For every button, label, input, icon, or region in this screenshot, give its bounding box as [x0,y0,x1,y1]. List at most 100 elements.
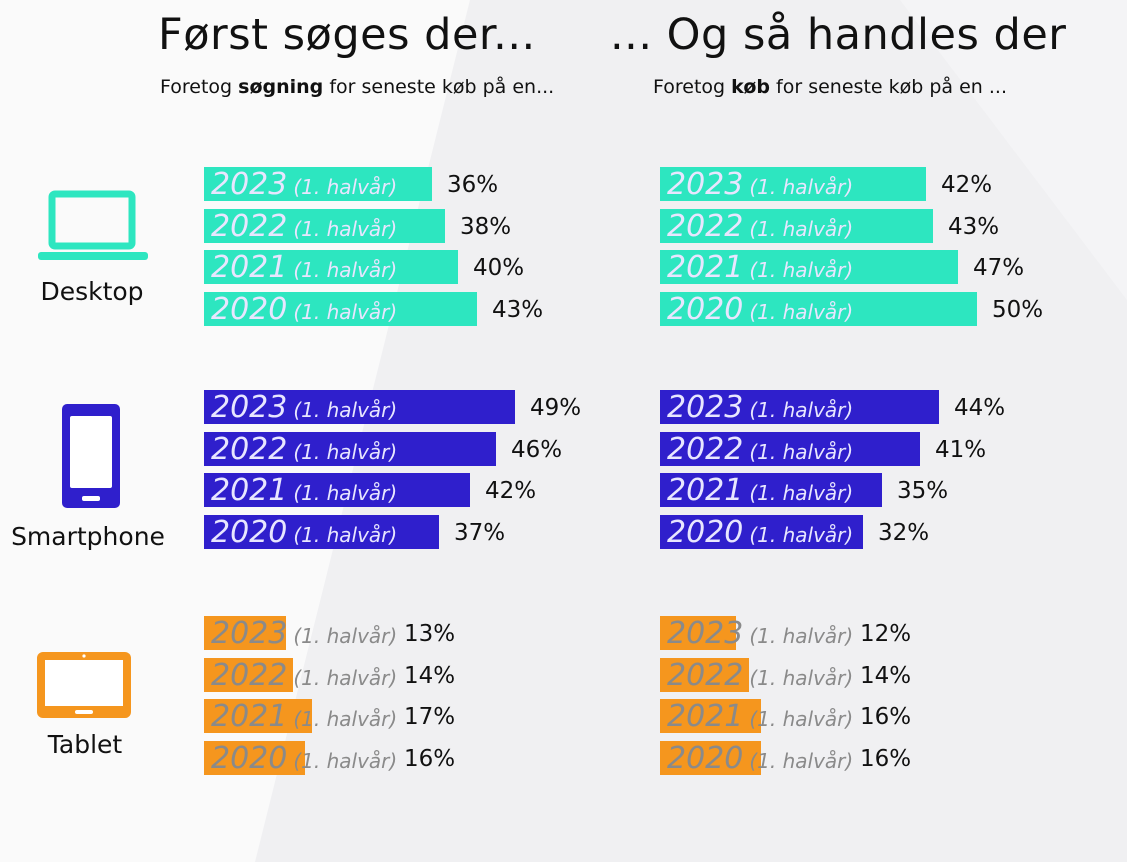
left-desktop-2023-bar [204,167,432,201]
left-smartphone-2022-period-label: (1. halvår) [293,440,398,464]
smartphone-icon [62,404,120,508]
left-smartphone-2023-value-label: 49% [530,395,582,421]
right-smartphone-2022-period-label: (1. halvår) [749,440,854,464]
right-tablet-2021-value-label: 16% [860,704,912,730]
right-smartphone-2020-value-label: 32% [878,520,930,546]
right-desktop-2021-year-label: 2021 [667,250,744,285]
right-tablet-2023-year-label: 2023 [667,616,744,651]
right-desktop-2022-period-label: (1. halvår) [749,217,854,241]
tablet-icon [37,652,131,718]
left-tablet-2023-year-label: 2023 [211,616,288,651]
left-tablet-2020-category-label: 2020 (1. halvår) [211,741,397,776]
left-tablet-2022-period-label: (1. halvår) [293,666,398,690]
left-desktop-2023-period-label: (1. halvår) [293,175,398,199]
left-tablet-2022-category-label: 2022 (1. halvår) [211,658,398,693]
right-tablet-2021-bar [660,699,761,733]
right-desktop-2021-period-label: (1. halvår) [749,258,854,282]
left-desktop-2020-value-label: 43% [492,297,544,323]
left-tablet-2021-bar [204,699,312,733]
right-desktop-2022-bar [660,209,933,243]
right-smartphone-2021-bar [660,473,882,507]
right-desktop-2021-bar [660,250,958,284]
right-desktop-2023-period-label: (1. halvår) [749,175,854,199]
left-desktop-2023-year-label: 2023 [211,167,288,202]
right-smartphone-2023-value-label: 44% [954,395,1006,421]
right-smartphone-2021-category-label: 2021 (1. halvår) [667,473,854,508]
right-tablet-2023-bar [660,616,736,650]
left-tablet-2020-year-label: 2020 [211,741,288,776]
left-smartphone-2020-period-label: (1. halvår) [293,523,398,547]
right-smartphone-2023-bar [660,390,939,424]
left-tablet-2020-bar [204,741,305,775]
right-desktop-2021-category-label: 2021 (1. halvår) [667,250,854,285]
device-label-desktop: Desktop [40,277,144,306]
device-label-tablet: Tablet [47,730,123,759]
left-smartphone-2020-bar [204,515,439,549]
left-tablet-2022-bar [204,658,293,692]
left-subtitle-suffix: for seneste køb på en... [323,76,555,98]
right-smartphone-2021-value-label: 35% [897,478,949,504]
right-tablet-2021-period-label: (1. halvår) [749,707,854,731]
right-desktop-2023-bar [660,167,926,201]
left-title: Først søges der... [158,10,536,60]
right-desktop-2022-year-label: 2022 [667,209,744,244]
right-smartphone-2020-year-label: 2020 [667,515,744,550]
right-desktop-2023-value-label: 42% [941,172,993,198]
right-desktop-2020-year-label: 2020 [667,292,744,327]
right-tablet-2020-bar [660,741,761,775]
left-smartphone-2023-category-label: 2023 (1. halvår) [211,390,397,425]
right-tablet-2021-category-label: 2021 (1. halvår) [667,699,854,734]
right-tablet-2022-category-label: 2022 (1. halvår) [667,658,854,693]
left-desktop-2020-year-label: 2020 [211,292,288,327]
right-tablet-2020-category-label: 2020 (1. halvår) [667,741,853,776]
right-tablet-2022-year-label: 2022 [667,658,744,693]
left-tablet-2021-period-label: (1. halvår) [293,707,398,731]
left-desktop-2021-period-label: (1. halvår) [293,258,398,282]
right-desktop-2022-value-label: 43% [948,214,1000,240]
right-desktop-2020-value-label: 50% [992,297,1044,323]
left-smartphone-2022-value-label: 46% [511,437,563,463]
left-desktop-2021-category-label: 2021 (1. halvår) [211,250,398,285]
right-desktop-2021-value-label: 47% [973,255,1025,281]
right-tablet-2022-period-label: (1. halvår) [749,666,854,690]
right-smartphone-2020-category-label: 2020 (1. halvår) [667,515,853,550]
left-smartphone-2023-bar [204,390,515,424]
left-smartphone-2022-year-label: 2022 [211,432,288,467]
right-smartphone-2022-bar [660,432,920,466]
right-subtitle-suffix: for seneste køb på en ... [770,76,1007,98]
right-smartphone-2020-bar [660,515,863,549]
left-desktop-2021-bar [204,250,458,284]
left-desktop-2023-value-label: 36% [447,172,499,198]
right-smartphone-2023-category-label: 2023 (1. halvår) [667,390,854,425]
right-tablet-2022-bar [660,658,749,692]
left-desktop-2022-category-label: 2022 (1. halvår) [211,209,398,244]
left-smartphone-2022-category-label: 2022 (1. halvår) [211,432,398,467]
right-smartphone-2022-value-label: 41% [935,437,987,463]
right-desktop-2020-bar [660,292,977,326]
right-title: ... Og så handles der [610,10,1067,60]
left-desktop-2020-category-label: 2020 (1. halvår) [211,292,397,327]
left-tablet-2023-bar [204,616,286,650]
left-desktop-2022-value-label: 38% [460,214,512,240]
right-smartphone-2021-period-label: (1. halvår) [749,481,854,505]
right-tablet-2020-year-label: 2020 [667,741,744,776]
left-desktop-2021-year-label: 2021 [211,250,288,285]
left-subtitle: Foretog søgning for seneste køb på en... [160,76,554,98]
right-smartphone-2021-year-label: 2021 [667,473,744,508]
left-tablet-2023-period-label: (1. halvår) [293,624,398,648]
laptop-icon [38,190,148,260]
right-tablet-2020-value-label: 16% [860,746,912,772]
left-tablet-2021-category-label: 2021 (1. halvår) [211,699,398,734]
left-desktop-2020-bar [204,292,477,326]
right-smartphone-2023-period-label: (1. halvår) [749,398,854,422]
left-smartphone-2022-bar [204,432,496,466]
left-smartphone-2023-year-label: 2023 [211,390,288,425]
left-smartphone-2021-bar [204,473,470,507]
left-desktop-2021-value-label: 40% [473,255,525,281]
right-subtitle-bold: køb [731,76,771,98]
left-desktop-2022-bar [204,209,445,243]
device-label-smartphone: Smartphone [11,522,165,551]
left-desktop-2022-period-label: (1. halvår) [293,217,398,241]
right-subtitle-prefix: Foretog [653,76,732,98]
